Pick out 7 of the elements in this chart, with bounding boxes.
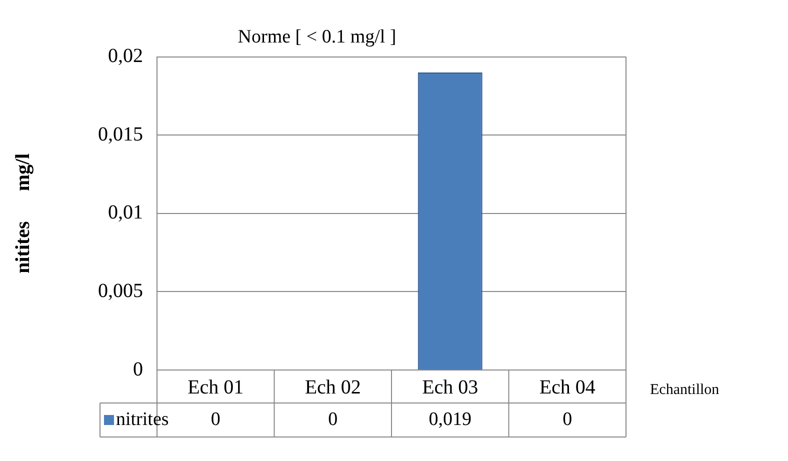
chart-title: Norme [ < 0.1 mg/l ] — [238, 26, 396, 48]
y-tick-label: 0,015 — [98, 123, 143, 146]
x-axis-title: Echantillon — [650, 382, 720, 398]
y-tick-label: 0,01 — [108, 202, 143, 224]
y-tick-label: 0,02 — [108, 45, 143, 68]
y-axis-title: nitites mg/l — [12, 152, 34, 274]
y-tick-label: 0,005 — [98, 280, 143, 302]
